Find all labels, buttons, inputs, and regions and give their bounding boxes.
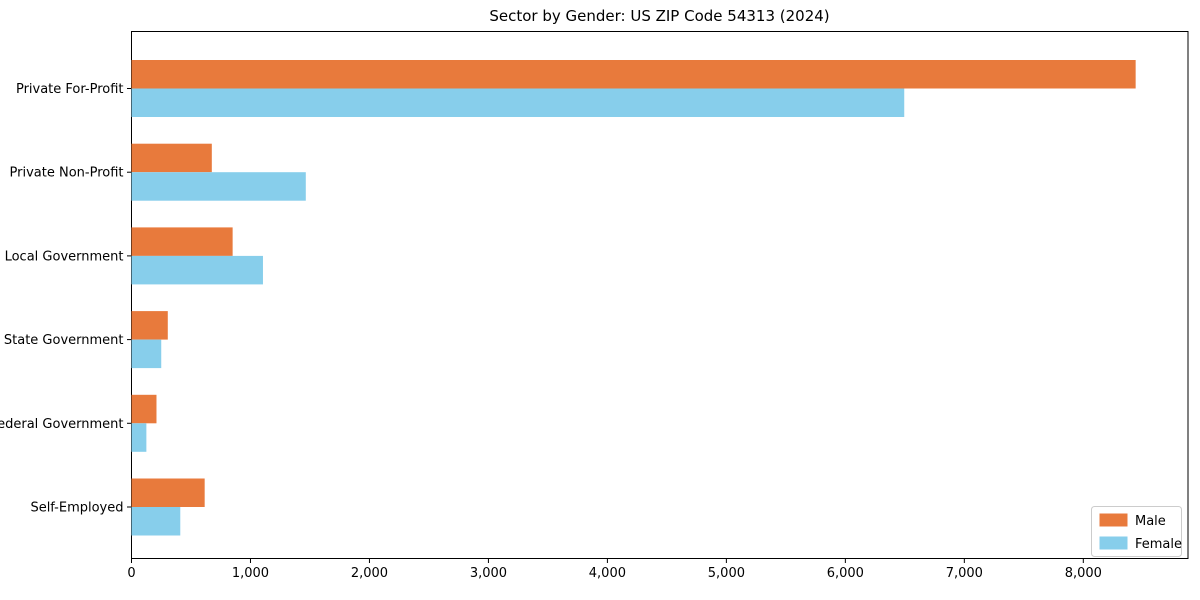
- bar-male-private-non-profit: [131, 143, 212, 173]
- bar-female-local-government: [131, 255, 263, 285]
- x-tick-label-0: 0: [127, 566, 135, 581]
- category-label-private-for-profit: Private For-Profit: [16, 82, 124, 97]
- legend: Male Female: [1091, 506, 1182, 557]
- x-tick-label-6-000: 6,000: [827, 566, 864, 581]
- legend-label-male: Male: [1135, 514, 1166, 529]
- x-tick-label-8-000: 8,000: [1065, 566, 1102, 581]
- bar-male-state-government: [131, 311, 168, 340]
- bar-female-state-government: [131, 339, 162, 369]
- bar-female-federal-government: [131, 423, 147, 452]
- category-label-self-employed: Self-Employed: [30, 501, 123, 516]
- x-tick-label-4-000: 4,000: [589, 566, 626, 581]
- bar-female-self-employed: [131, 507, 181, 536]
- bar-male-local-government: [131, 227, 233, 256]
- x-tick-label-7-000: 7,000: [946, 566, 983, 581]
- x-tick-label-3-000: 3,000: [470, 566, 507, 581]
- category-label-state-government: State Government: [4, 333, 124, 348]
- bar-female-private-for-profit: [131, 88, 905, 117]
- x-tick-label-2-000: 2,000: [351, 566, 388, 581]
- legend-swatch-female: [1099, 536, 1128, 550]
- bar-male-self-employed: [131, 478, 205, 507]
- plot-border: [131, 31, 1189, 559]
- bar-male-private-for-profit: [131, 60, 1136, 89]
- category-label-local-government: Local Government: [5, 249, 124, 264]
- x-tick-label-5-000: 5,000: [708, 566, 745, 581]
- x-tick-label-1-000: 1,000: [232, 566, 269, 581]
- bar-female-private-non-profit: [131, 172, 306, 201]
- bar-male-federal-government: [131, 394, 157, 424]
- category-label-federal-government: Federal Government: [0, 417, 124, 432]
- legend-swatch-male: [1099, 513, 1128, 527]
- category-label-private-non-profit: Private Non-Profit: [10, 166, 124, 181]
- chart-title: Sector by Gender: US ZIP Code 54313 (202…: [489, 7, 830, 25]
- legend-label-female: Female: [1135, 537, 1182, 552]
